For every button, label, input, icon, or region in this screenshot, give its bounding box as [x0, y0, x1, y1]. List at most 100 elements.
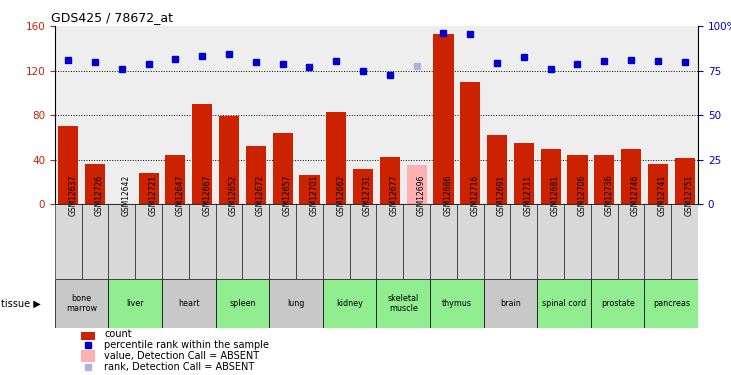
Bar: [430, 279, 484, 328]
Bar: [537, 204, 564, 279]
Bar: [537, 279, 591, 328]
Bar: [406, 165, 427, 204]
Text: GSM12711: GSM12711: [524, 174, 533, 216]
Bar: [323, 204, 349, 279]
Text: brain: brain: [500, 299, 521, 308]
Text: GSM12731: GSM12731: [363, 174, 372, 216]
Bar: [80, 328, 95, 340]
Text: GSM12686: GSM12686: [444, 174, 452, 216]
Text: value, Detection Call = ABSENT: value, Detection Call = ABSENT: [105, 351, 260, 361]
Text: GSM12642: GSM12642: [122, 174, 131, 216]
Bar: [376, 204, 404, 279]
Bar: [541, 149, 561, 204]
Bar: [108, 279, 162, 328]
Bar: [487, 135, 507, 204]
Bar: [135, 204, 162, 279]
Bar: [484, 204, 510, 279]
Text: count: count: [105, 328, 132, 339]
Text: tissue ▶: tissue ▶: [1, 299, 41, 309]
Bar: [376, 279, 430, 328]
Bar: [243, 204, 269, 279]
Text: GSM12647: GSM12647: [175, 174, 184, 216]
Bar: [273, 133, 292, 204]
Bar: [404, 204, 430, 279]
Text: spleen: spleen: [230, 299, 256, 308]
Bar: [192, 104, 212, 204]
Bar: [326, 112, 346, 204]
Text: GSM12701: GSM12701: [309, 174, 319, 216]
Bar: [461, 82, 480, 204]
Bar: [645, 204, 671, 279]
Bar: [269, 279, 323, 328]
Bar: [349, 204, 376, 279]
Bar: [591, 204, 618, 279]
Bar: [216, 279, 269, 328]
Bar: [80, 350, 95, 362]
Bar: [162, 204, 189, 279]
Bar: [162, 279, 216, 328]
Bar: [55, 279, 108, 328]
Text: GSM12726: GSM12726: [95, 174, 104, 216]
Text: rank, Detection Call = ABSENT: rank, Detection Call = ABSENT: [105, 362, 254, 372]
Text: GSM12662: GSM12662: [336, 174, 345, 216]
Bar: [380, 156, 400, 204]
Text: GSM12681: GSM12681: [550, 174, 560, 216]
Text: GSM12721: GSM12721: [148, 174, 158, 216]
Text: GSM12751: GSM12751: [685, 174, 694, 216]
Bar: [246, 147, 266, 204]
Text: GSM12736: GSM12736: [605, 174, 613, 216]
Bar: [484, 279, 537, 328]
Text: GSM12672: GSM12672: [256, 174, 265, 216]
Text: prostate: prostate: [601, 299, 635, 308]
Text: GSM12716: GSM12716: [470, 174, 480, 216]
Bar: [323, 279, 376, 328]
Bar: [671, 204, 698, 279]
Text: percentile rank within the sample: percentile rank within the sample: [105, 340, 269, 350]
Bar: [564, 204, 591, 279]
Text: GSM12741: GSM12741: [658, 174, 667, 216]
Text: pancreas: pancreas: [653, 299, 690, 308]
Text: GSM12696: GSM12696: [417, 174, 425, 216]
Bar: [618, 204, 645, 279]
Bar: [510, 204, 537, 279]
Text: bone
marrow: bone marrow: [66, 294, 97, 314]
Bar: [591, 279, 645, 328]
Bar: [433, 34, 453, 204]
Bar: [82, 204, 108, 279]
Bar: [594, 155, 614, 204]
Bar: [648, 164, 668, 204]
Text: GSM12746: GSM12746: [631, 174, 640, 216]
Text: GSM12677: GSM12677: [390, 174, 399, 216]
Bar: [85, 164, 105, 204]
Text: skeletal
muscle: skeletal muscle: [387, 294, 419, 314]
Text: GSM12667: GSM12667: [202, 174, 211, 216]
Bar: [300, 176, 319, 204]
Bar: [165, 155, 186, 204]
Bar: [189, 204, 216, 279]
Bar: [645, 279, 698, 328]
Text: lung: lung: [287, 299, 305, 308]
Bar: [621, 149, 641, 204]
Bar: [216, 204, 243, 279]
Text: GSM12706: GSM12706: [577, 174, 586, 216]
Bar: [55, 204, 82, 279]
Bar: [58, 126, 78, 204]
Bar: [457, 204, 484, 279]
Bar: [139, 173, 159, 204]
Text: GSM12637: GSM12637: [68, 174, 77, 216]
Text: spinal cord: spinal cord: [542, 299, 586, 308]
Text: kidney: kidney: [336, 299, 363, 308]
Bar: [675, 158, 694, 204]
Text: GDS425 / 78672_at: GDS425 / 78672_at: [51, 11, 173, 24]
Text: GSM12657: GSM12657: [283, 174, 292, 216]
Bar: [514, 143, 534, 204]
Text: thymus: thymus: [442, 299, 472, 308]
Bar: [269, 204, 296, 279]
Text: liver: liver: [126, 299, 144, 308]
Bar: [108, 204, 135, 279]
Text: GSM12652: GSM12652: [229, 174, 238, 216]
Bar: [296, 204, 323, 279]
Bar: [219, 116, 239, 204]
Bar: [430, 204, 457, 279]
Text: GSM12691: GSM12691: [497, 174, 506, 216]
